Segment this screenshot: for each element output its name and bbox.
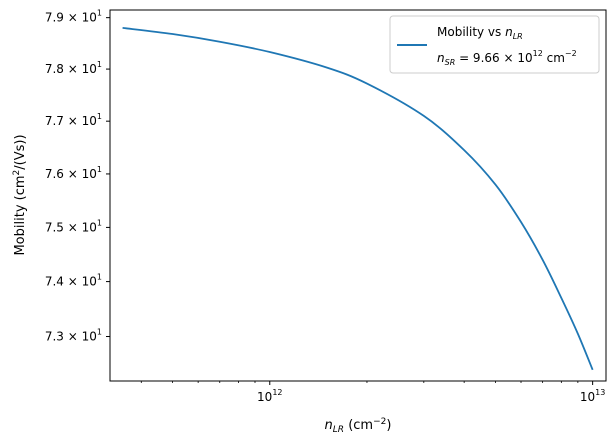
- y-tick-label: 7.4 × 101: [45, 273, 102, 289]
- legend-box: [389, 15, 600, 74]
- legend: Mobility vs nLR nSR = 9.66 × 1012 cm−2: [389, 15, 600, 74]
- y-tick-label: 7.5 × 101: [45, 218, 102, 234]
- ticks-group: 7.3 × 101 7.4 × 101 7.5 × 101 7.6 × 101 7.7 …: [45, 9, 606, 404]
- y-tick-label: 7.7 × 101: [45, 112, 102, 128]
- x-tick-label: 1013: [580, 388, 605, 404]
- series-group: [122, 26, 594, 371]
- series-line-mobility: [122, 26, 594, 371]
- legend-nsr-label: nSR = 9.66 × 1012 cm−2: [437, 49, 577, 67]
- y-tick-label: 7.3 × 101: [45, 328, 102, 344]
- plot-frame: [109, 9, 607, 382]
- x-axis-label: nLR (cm−2): [325, 417, 392, 435]
- y-axis-label: Mobility (cm2/(Vs)): [12, 134, 28, 255]
- x-tick-label: 1012: [257, 388, 282, 404]
- y-tick-label: 7.8 × 101: [45, 60, 102, 76]
- y-tick-label: 7.6 × 101: [45, 165, 102, 181]
- legend-series-label: Mobility vs nLR: [437, 25, 523, 41]
- y-tick-label: 7.9 × 101: [45, 9, 102, 25]
